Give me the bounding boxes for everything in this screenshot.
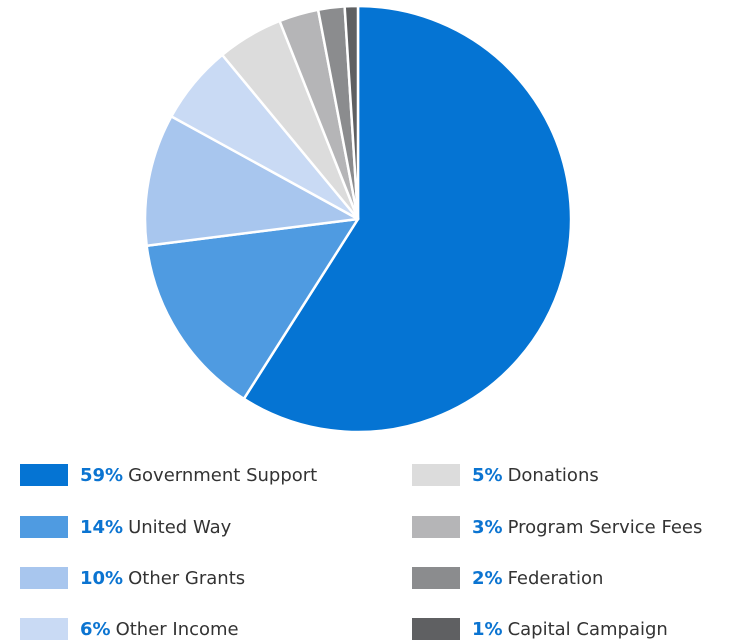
legend-label: Donations: [507, 464, 599, 486]
legend-swatch: [412, 618, 460, 640]
legend-item-united-way: 14% United Way: [20, 515, 231, 539]
pie-slice-other-grants: [143, 115, 360, 247]
legend-label: Federation: [507, 567, 604, 589]
legend-swatch: [20, 516, 68, 538]
legend-swatch: [20, 618, 68, 640]
legend-item-government-support: 59% Government Support: [20, 463, 317, 487]
legend-percent: 6%: [80, 618, 111, 640]
legend-percent: 59%: [80, 464, 124, 486]
legend-percent: 10%: [80, 567, 124, 589]
pie-chart: [143, 4, 573, 434]
legend-item-federation: 2% Federation: [412, 566, 603, 590]
legend-item-other-grants: 10% Other Grants: [20, 566, 245, 590]
legend-item-donations: 5% Donations: [412, 463, 599, 487]
legend-item-other-income: 6% Other Income: [20, 617, 239, 641]
pie-slice-capital-campaign: [343, 4, 360, 221]
legend-label: United Way: [128, 516, 232, 538]
legend-swatch: [412, 567, 460, 589]
legend-percent: 1%: [472, 618, 503, 640]
legend-label: Government Support: [128, 464, 318, 486]
legend-swatch: [412, 464, 460, 486]
legend-swatch: [412, 516, 460, 538]
legend-item-program-service-fees: 3% Program Service Fees: [412, 515, 702, 539]
legend-label: Other Income: [115, 618, 239, 640]
legend-label: Program Service Fees: [507, 516, 703, 538]
legend-item-capital-campaign: 1% Capital Campaign: [412, 617, 668, 641]
pie-slice-united-way: [145, 217, 360, 401]
legend-percent: 14%: [80, 516, 124, 538]
legend-swatch: [20, 567, 68, 589]
legend-swatch: [20, 464, 68, 486]
legend-label: Capital Campaign: [507, 618, 668, 640]
legend-percent: 2%: [472, 567, 503, 589]
pie-slice-government-support: [242, 4, 573, 434]
legend-percent: 5%: [472, 464, 503, 486]
legend-percent: 3%: [472, 516, 503, 538]
legend-label: Other Grants: [128, 567, 246, 589]
